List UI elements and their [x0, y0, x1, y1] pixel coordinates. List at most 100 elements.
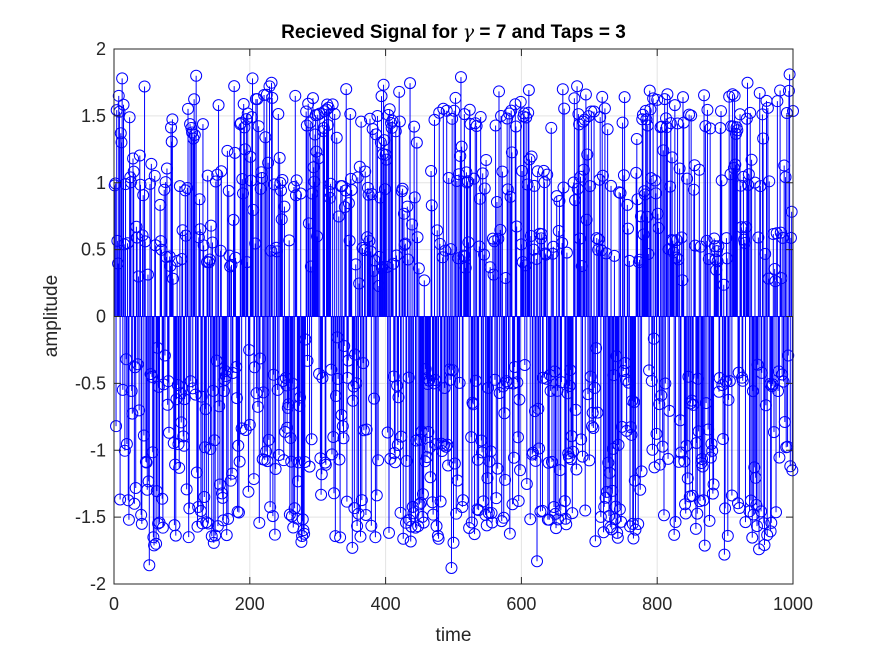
stem-marker — [776, 231, 789, 244]
stem-marker — [478, 182, 491, 195]
stem-marker — [651, 207, 664, 220]
stem-marker — [410, 434, 423, 447]
stem-marker — [114, 493, 127, 506]
y-tick-label: 0 — [96, 307, 106, 327]
stem-marker — [685, 109, 698, 122]
stem-marker — [655, 120, 668, 133]
stem-marker — [767, 426, 780, 439]
stem-marker — [527, 243, 540, 256]
stem-marker — [323, 185, 336, 198]
stem-marker — [381, 426, 394, 439]
stem-marker — [623, 254, 636, 267]
stem-marker — [579, 504, 592, 517]
stem-marker — [723, 375, 736, 388]
stem-marker — [609, 500, 622, 513]
stem-marker — [163, 250, 176, 263]
stem-marker — [116, 383, 129, 396]
stem-marker — [618, 91, 631, 104]
stem-marker — [208, 434, 221, 447]
stem-marker — [438, 381, 451, 394]
stem-marker — [690, 437, 703, 450]
stem-marker — [738, 237, 751, 250]
stem-marker — [481, 472, 494, 485]
y-tick-label: 1.5 — [81, 106, 106, 126]
stem-marker — [141, 268, 154, 281]
stem-marker — [529, 454, 542, 467]
stem-marker — [712, 240, 725, 253]
stem-marker — [459, 261, 472, 274]
stem-marker — [347, 380, 360, 393]
stem-marker — [390, 249, 403, 262]
stem-marker — [328, 108, 341, 121]
stem-marker — [775, 272, 788, 285]
stem-marker — [329, 530, 342, 543]
stem-marker — [391, 439, 404, 452]
stem-marker — [229, 251, 242, 264]
stem-marker — [131, 231, 144, 244]
stem-marker — [127, 152, 140, 165]
stem-marker — [131, 358, 144, 371]
stem-marker — [503, 527, 516, 540]
stem-marker — [518, 358, 531, 371]
stem-marker — [121, 237, 134, 250]
stem-marker — [573, 232, 586, 245]
stem-marker — [626, 517, 639, 530]
stem-marker — [770, 227, 783, 240]
stem-marker — [430, 520, 443, 533]
stem-marker — [255, 166, 268, 179]
stem-marker — [122, 513, 135, 526]
stem-marker — [209, 529, 222, 542]
stem-marker — [454, 150, 467, 163]
stem-marker — [606, 484, 619, 497]
stem-marker — [310, 145, 323, 158]
stem-marker — [297, 524, 310, 537]
stem-marker — [316, 371, 329, 384]
stem-marker — [552, 224, 565, 237]
stem-marker — [505, 104, 518, 117]
stem-marker — [246, 72, 259, 85]
stem-marker — [322, 101, 335, 114]
stem-marker — [560, 518, 573, 531]
stem-marker — [571, 80, 584, 93]
stem-marker — [533, 442, 546, 455]
axis-ticks — [113, 48, 794, 585]
stem-marker — [220, 529, 233, 542]
stem-marker — [261, 455, 274, 468]
stem-marker — [405, 520, 418, 533]
stem-marker — [734, 108, 747, 121]
stem-marker — [129, 481, 142, 494]
stem-marker — [590, 342, 603, 355]
stem-marker — [376, 261, 389, 274]
stem-marker — [368, 392, 381, 405]
stem-marker — [761, 101, 774, 114]
stem-marker — [442, 459, 455, 472]
stem-marker — [697, 494, 710, 507]
stem-marker — [495, 110, 508, 123]
stem-marker — [167, 272, 180, 285]
y-tick-label: -2 — [90, 574, 106, 594]
chart-title-part-1: Recieved Signal for — [281, 22, 463, 43]
stem-marker — [687, 183, 700, 196]
stem-marker — [242, 485, 255, 498]
stem-marker — [411, 231, 424, 244]
stem-marker — [600, 485, 613, 498]
stem-marker — [330, 131, 343, 144]
stem-marker — [352, 507, 365, 520]
stem-marker — [291, 512, 304, 525]
stem-marker — [227, 213, 240, 226]
stem-marker — [380, 153, 393, 166]
stem-marker — [351, 520, 364, 533]
stem-marker — [544, 384, 557, 397]
stem-marker — [436, 251, 449, 264]
stem-marker — [739, 516, 752, 529]
stem-marker — [751, 358, 764, 371]
stem-marker — [777, 375, 790, 388]
stem-marker — [741, 76, 754, 89]
stem-marker — [502, 377, 515, 390]
stem-marker — [119, 178, 132, 191]
y-tick-label: 0.5 — [81, 240, 106, 260]
stem-marker — [657, 509, 670, 522]
stem-marker — [241, 256, 254, 269]
stem-marker — [635, 465, 648, 478]
stem-marker — [753, 86, 766, 99]
